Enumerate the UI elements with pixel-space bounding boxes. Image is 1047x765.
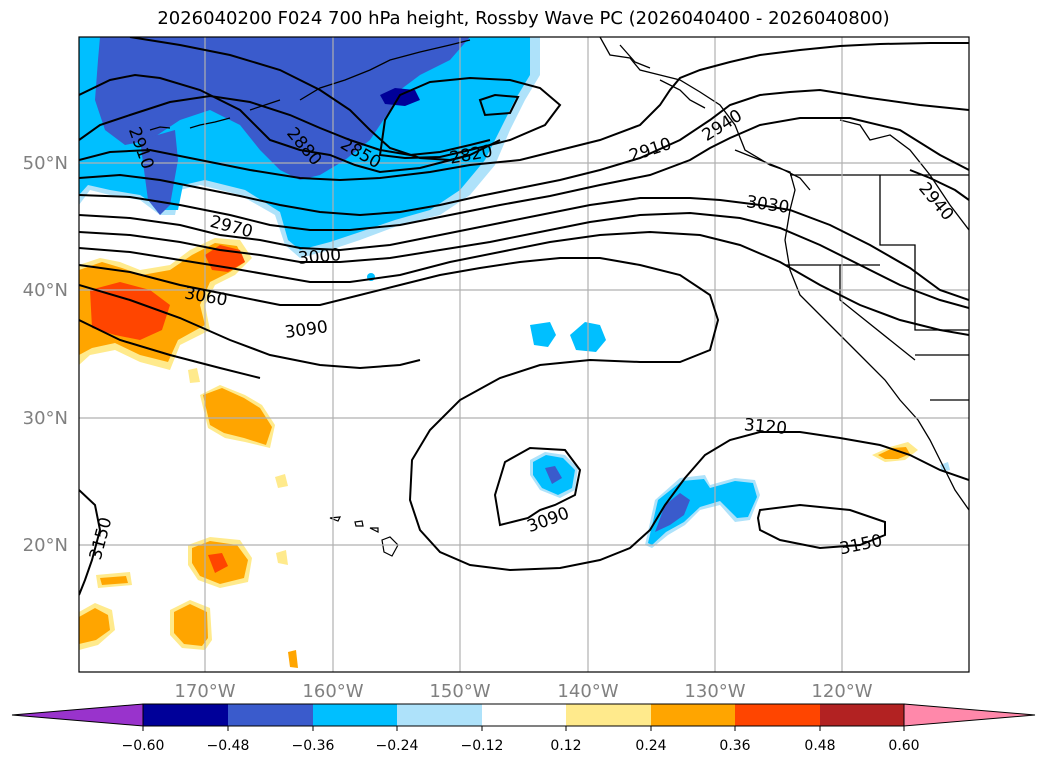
colorbar-bin: [566, 704, 651, 726]
colorbar-bin: [143, 704, 228, 726]
colorbar-tick-label: −0.24: [376, 738, 419, 754]
colorbar-tick-label: −0.60: [122, 738, 165, 754]
lon-label: 120°W: [811, 681, 872, 702]
lat-label: 20°N: [23, 535, 68, 556]
map-frame: [78, 36, 970, 673]
contour-label: 3120: [743, 415, 788, 439]
lat-label: 50°N: [23, 153, 68, 174]
map-title: 2026040200 F024 700 hPa height, Rossby W…: [157, 8, 890, 29]
height-contours: [79, 37, 969, 596]
colorbar-bin: [228, 704, 313, 726]
colorbar-tick-label: −0.48: [207, 738, 250, 754]
negative-anomaly-shading: [79, 37, 950, 548]
colorbar-tick-label: 0.48: [804, 738, 835, 754]
colorbar-bin: [820, 704, 904, 726]
colorbar: −0.60 −0.48 −0.36 −0.24 −0.12 0.12 0.24 …: [11, 703, 1036, 754]
lat-label: 40°N: [23, 280, 68, 301]
colorbar-tick-label: 0.60: [888, 738, 919, 754]
longitude-labels: 170°W 160°W 150°W 140°W 130°W 120°W: [174, 681, 872, 702]
lat-label: 30°N: [23, 408, 68, 429]
colorbar-tick-label: 0.12: [550, 738, 581, 754]
colorbar-tick-label: 0.24: [635, 738, 666, 754]
colorbar-bin: [735, 704, 820, 726]
colorbar-bin: [651, 704, 735, 726]
colorbar-extend-min: [11, 703, 144, 727]
lon-label: 140°W: [557, 681, 618, 702]
lon-label: 130°W: [684, 681, 745, 702]
map-plot-area: 2910 2880 2850 2820 2910 2940 2970 3000 …: [79, 37, 969, 672]
colorbar-bin: [313, 704, 397, 726]
colorbar-extend-max: [903, 703, 1036, 727]
colorbar-tick-label: 0.36: [719, 738, 750, 754]
colorbar-bin: [397, 704, 482, 726]
positive-anomaly-shading: [79, 238, 918, 668]
colorbar-tick-label: −0.36: [292, 738, 335, 754]
colorbar-tick-label: −0.12: [461, 738, 504, 754]
lon-label: 150°W: [429, 681, 490, 702]
colorbar-frame: [142, 703, 905, 727]
islands: [149, 99, 399, 557]
colorbar-bin: [482, 704, 566, 726]
lon-label: 160°W: [302, 681, 363, 702]
lon-label: 170°W: [174, 681, 235, 702]
contour-label: 3000: [297, 245, 342, 269]
latitude-labels: 50°N 40°N 30°N 20°N: [23, 153, 68, 556]
